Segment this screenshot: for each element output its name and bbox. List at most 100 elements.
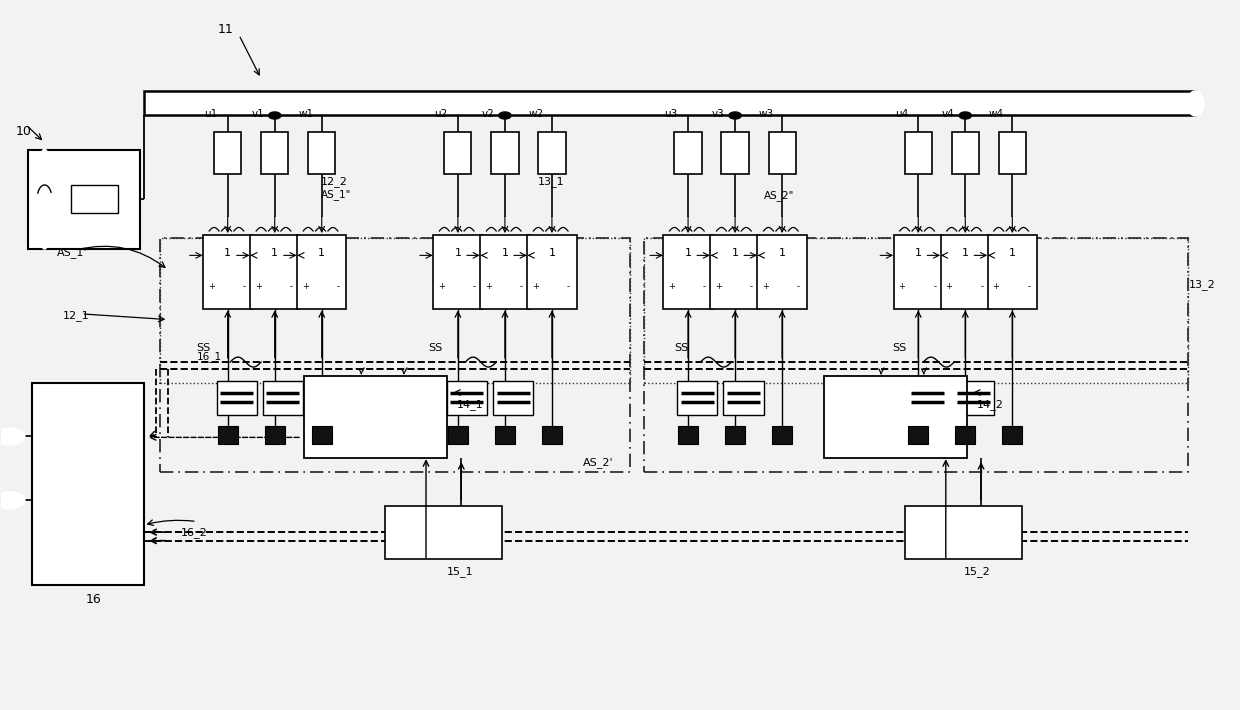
Text: 1: 1 (319, 248, 325, 258)
Text: SS: SS (675, 343, 688, 353)
Bar (217, 381, 257, 415)
Text: +: + (715, 282, 722, 291)
Bar (304, 376, 446, 458)
Text: w1: w1 (299, 109, 314, 119)
Circle shape (269, 112, 281, 119)
Text: 1: 1 (732, 248, 739, 258)
Text: -: - (520, 282, 523, 291)
Bar (905, 506, 1022, 559)
Bar (663, 234, 713, 309)
Text: 10: 10 (16, 125, 32, 138)
Text: 16_2: 16_2 (181, 527, 207, 537)
Bar (723, 381, 764, 415)
Bar (444, 132, 471, 174)
Text: +: + (303, 282, 309, 291)
Text: 16: 16 (86, 593, 102, 606)
Text: +: + (208, 282, 215, 291)
Text: v1: v1 (252, 109, 264, 119)
Text: 15_1: 15_1 (446, 566, 474, 577)
Text: 1: 1 (224, 248, 231, 258)
Bar (298, 234, 346, 309)
Text: +: + (438, 282, 445, 291)
Text: w2: w2 (528, 109, 543, 119)
Bar (448, 426, 467, 444)
Bar (769, 132, 796, 174)
Text: 1: 1 (915, 248, 921, 258)
Bar (542, 426, 562, 444)
Text: +: + (945, 282, 952, 291)
Text: -: - (934, 282, 936, 291)
Bar (908, 381, 947, 415)
Bar (894, 234, 942, 309)
Text: v4: v4 (941, 109, 955, 119)
Text: 12_2: 12_2 (320, 176, 347, 187)
Bar (527, 234, 577, 309)
Bar (987, 234, 1037, 309)
Text: +: + (485, 282, 492, 291)
Text: SS: SS (428, 343, 443, 353)
Text: 12_1: 12_1 (63, 310, 89, 322)
Circle shape (0, 492, 25, 509)
Bar (758, 234, 807, 309)
Bar (29, 150, 140, 248)
Bar (263, 381, 304, 415)
Bar (71, 185, 118, 213)
Text: 13_1: 13_1 (538, 176, 565, 187)
Text: AS_1': AS_1' (57, 247, 87, 258)
Bar (644, 238, 1188, 472)
Text: SS: SS (197, 343, 211, 353)
Bar (203, 234, 253, 309)
Bar (262, 132, 289, 174)
Bar (433, 234, 482, 309)
Text: -: - (750, 282, 753, 291)
Bar (215, 132, 242, 174)
Text: +: + (532, 282, 539, 291)
Bar (1002, 426, 1022, 444)
Bar (998, 132, 1025, 174)
Text: 1: 1 (272, 248, 278, 258)
Ellipse shape (1188, 92, 1203, 116)
Text: +: + (763, 282, 769, 291)
Text: w3: w3 (759, 109, 774, 119)
Text: 1: 1 (454, 248, 461, 258)
Bar (940, 234, 990, 309)
Text: -: - (703, 282, 706, 291)
Text: -: - (1027, 282, 1030, 291)
Bar (160, 238, 630, 383)
Text: 1: 1 (779, 248, 786, 258)
Text: 14_1: 14_1 (456, 399, 484, 410)
Bar (308, 132, 335, 174)
Bar (722, 132, 749, 174)
Text: 14_2: 14_2 (976, 399, 1003, 410)
Text: u3: u3 (665, 109, 678, 119)
Text: -: - (797, 282, 800, 291)
Text: 1: 1 (962, 248, 968, 258)
Text: +: + (668, 282, 675, 291)
Bar (955, 426, 975, 444)
Bar (825, 376, 966, 458)
Text: +: + (992, 282, 999, 291)
Bar (675, 132, 702, 174)
Text: 11: 11 (218, 23, 233, 36)
Text: w4: w4 (988, 109, 1004, 119)
Text: v2: v2 (481, 109, 495, 119)
Text: 1: 1 (1009, 248, 1016, 258)
Circle shape (0, 428, 25, 445)
Bar (265, 426, 285, 444)
Bar (773, 426, 792, 444)
Bar (144, 92, 1195, 116)
Text: -: - (980, 282, 983, 291)
Bar (218, 426, 238, 444)
Bar (491, 132, 518, 174)
Text: u2: u2 (434, 109, 448, 119)
Bar (644, 238, 1188, 383)
Bar (538, 132, 565, 174)
Bar (384, 506, 502, 559)
Text: u1: u1 (205, 109, 217, 119)
Bar (480, 234, 529, 309)
Text: AS_1": AS_1" (320, 189, 351, 200)
Text: 15_2: 15_2 (963, 566, 991, 577)
Bar (250, 234, 300, 309)
Bar (311, 426, 331, 444)
Bar (905, 132, 932, 174)
